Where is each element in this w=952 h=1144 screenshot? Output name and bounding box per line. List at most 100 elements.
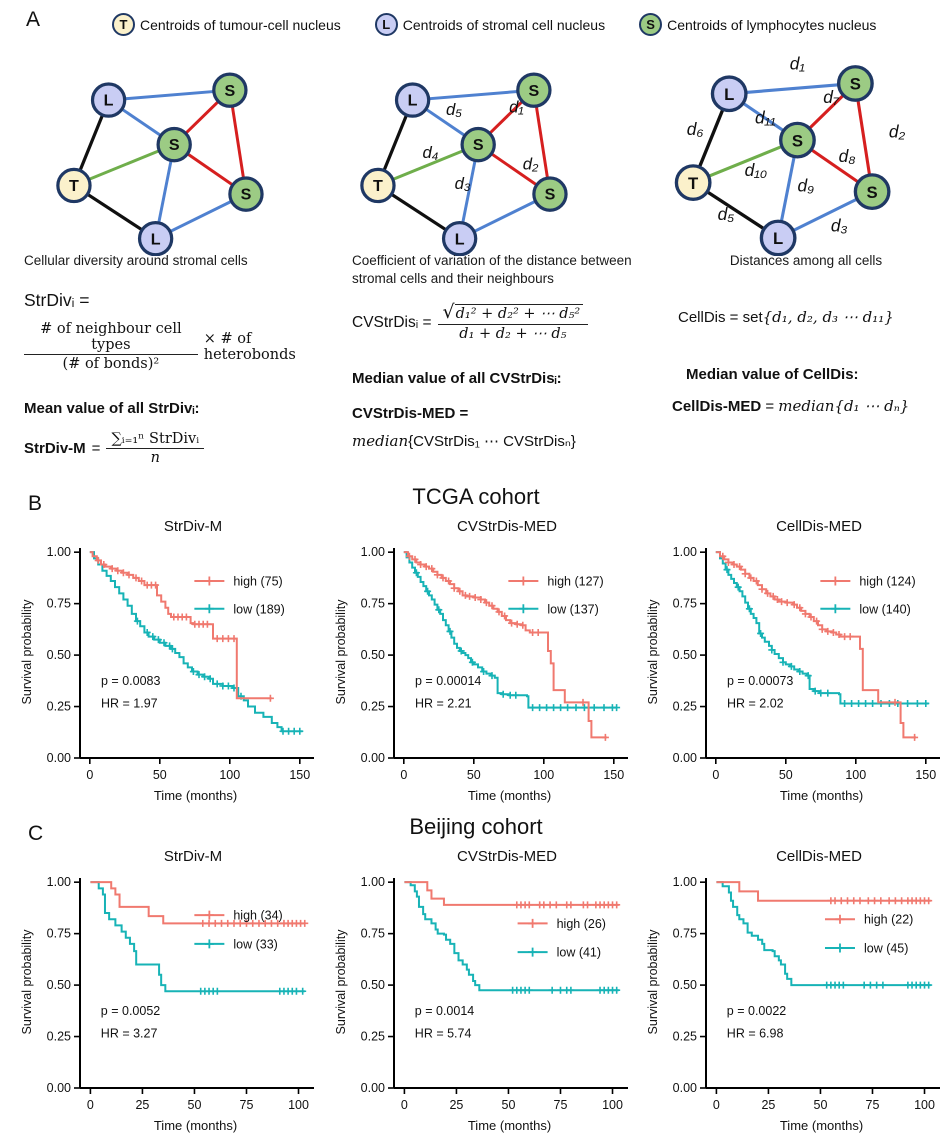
plot-title: CellDis-MED bbox=[776, 518, 862, 535]
y-tick-label: 1.00 bbox=[47, 875, 71, 889]
cvstrdis-formula: CVStrDisᵢ = √ d₁² + d₂² + ⋯ d₅² d₁ + d₂ +… bbox=[352, 303, 662, 342]
legend-series-label: high (127) bbox=[547, 574, 603, 588]
km-plot-svg: 0.00 0.25 0.50 0.75 1.00 0 25 50 75 100 Time (mont… bbox=[646, 875, 940, 1133]
survival-curve-high bbox=[404, 881, 619, 906]
distance-label: d₂ bbox=[889, 122, 906, 142]
node-S bbox=[532, 176, 568, 212]
equals-sign: = bbox=[761, 398, 779, 416]
strdiv-formula: # of neighbour cell types (# of bonds)² ×… bbox=[24, 321, 332, 372]
x-axis-title: Time (months) bbox=[154, 1118, 237, 1133]
censor-marks-high bbox=[94, 556, 274, 702]
y-tick-label: 0.00 bbox=[47, 1081, 71, 1095]
axes: 0.00 0.25 0.50 0.75 1.00 0 25 50 75 100 bbox=[361, 875, 628, 1112]
p-value-label: p = 0.0022 bbox=[727, 1004, 786, 1018]
legend-marker-cross bbox=[835, 914, 845, 924]
censor-marks-low bbox=[133, 617, 304, 735]
plot-legend: high (26) low (41) bbox=[517, 917, 606, 960]
km-plot-tcga-cvstrdis-med: CVStrDis-MED 0.00 0.25 0.50 0.75 1.00 0 50 100 1… bbox=[330, 518, 638, 808]
node-label: L bbox=[104, 92, 114, 110]
node-S bbox=[516, 72, 552, 108]
y-tick-label: 0.25 bbox=[47, 1030, 71, 1044]
strdiv-m-lhs: StrDiv-M bbox=[24, 440, 86, 458]
plot-title: StrDiv-M bbox=[163, 518, 223, 535]
x-tick-label: 50 bbox=[467, 768, 481, 782]
p-value-label: p = 0.0052 bbox=[101, 1004, 160, 1018]
legend-series-label: high (124) bbox=[859, 574, 915, 588]
plot-legend: high (124) low (140) bbox=[820, 574, 916, 616]
node-T bbox=[674, 164, 712, 202]
legend-marker-cross bbox=[830, 604, 840, 614]
censor-marks-low bbox=[509, 986, 621, 994]
y-tick-label: 0.25 bbox=[47, 700, 71, 714]
legend-marker-cross bbox=[835, 943, 845, 953]
median-set: {CVStrDis₁ ⋯ CVStrDisₙ} bbox=[408, 433, 576, 451]
km-plot-tcga-strdiv-m: StrDiv-M 0.00 0.25 0.50 0.75 1.00 0 50 100 150 Ti… bbox=[16, 518, 324, 808]
x-tick-label: 100 bbox=[288, 1098, 309, 1112]
y-axis-title: Survival probability bbox=[646, 929, 660, 1035]
edge-green bbox=[73, 143, 175, 187]
edge-green bbox=[377, 143, 479, 187]
celldis-set: {d₁, d₂, d₃ ⋯ d₁₁} bbox=[762, 308, 894, 327]
legend-marker-cross bbox=[528, 947, 538, 957]
y-tick-label: 0.25 bbox=[673, 1030, 697, 1044]
stats-annotation: p = 0.0052 HR = 3.27 bbox=[101, 1004, 160, 1041]
plot-legend: high (75) low (189) bbox=[194, 574, 285, 616]
network-diagram-2: L S S T S Ld₅ d₁ d₄ d₂ d₃ bbox=[360, 72, 568, 256]
legend-item-label: Centroids of tumour-cell nucleus bbox=[140, 16, 341, 33]
legend-series-label: low (140) bbox=[859, 602, 910, 616]
y-tick-label: 0.75 bbox=[361, 927, 385, 941]
node-S bbox=[156, 126, 192, 163]
legend-item-T: T Centroids of tumour-cell nucleus bbox=[112, 13, 341, 36]
y-tick-label: 0.75 bbox=[47, 927, 71, 941]
x-tick-label: 100 bbox=[219, 768, 240, 782]
y-axis-title: Survival probability bbox=[20, 929, 34, 1035]
celldis-median-label: Median value of CellDis: bbox=[686, 366, 859, 384]
y-tick-label: 0.50 bbox=[673, 648, 697, 662]
caption-celldis: Distances among all cells bbox=[729, 253, 883, 268]
cvstrdis-med-rhs: median{CVStrDis₁ ⋯ CVStrDisₙ} bbox=[352, 432, 662, 450]
panel-b-label: B bbox=[28, 492, 43, 515]
legend-series-label: low (137) bbox=[547, 602, 598, 616]
panel-c-label: C bbox=[28, 822, 44, 845]
axes: 0.00 0.25 0.50 0.75 1.00 0 25 50 75 100 bbox=[47, 875, 314, 1112]
legend-series-label: low (33) bbox=[233, 937, 277, 951]
y-tick-label: 0.00 bbox=[361, 1081, 385, 1095]
censor-marks-high bbox=[513, 901, 621, 909]
network-diagram-1: L S S T S L bbox=[56, 72, 264, 256]
cvstrdis-lhs: CVStrDisᵢ = bbox=[352, 314, 432, 332]
x-tick-label: 100 bbox=[602, 1098, 623, 1112]
y-tick-label: 0.75 bbox=[673, 597, 697, 611]
cvstrdis-med-lhs: CVStrDis-MED = bbox=[352, 405, 469, 423]
censor-marks-low bbox=[197, 987, 307, 995]
x-tick-label: 0 bbox=[87, 1098, 94, 1112]
cell-type-legend: T Centroids of tumour-cell nucleus L Centro… bbox=[112, 13, 876, 36]
axes: 0.00 0.25 0.50 0.75 1.00 0 25 50 75 100 bbox=[673, 875, 940, 1112]
censor-marks-low bbox=[723, 566, 930, 707]
x-tick-label: 75 bbox=[866, 1098, 880, 1112]
y-tick-label: 0.75 bbox=[361, 597, 385, 611]
panel-a-label: A bbox=[26, 8, 41, 31]
equals-sign: = bbox=[91, 440, 101, 458]
distance-label: d₆ bbox=[687, 119, 704, 139]
survival-curve-high bbox=[90, 881, 305, 925]
legend-node-icon: L bbox=[374, 13, 398, 36]
y-tick-label: 0.25 bbox=[673, 700, 697, 714]
diagram-nodes: L S S T S L bbox=[674, 65, 891, 256]
node-label: L bbox=[724, 85, 734, 104]
km-plot-tcga-celldis-med: CellDis-MED 0.00 0.25 0.50 0.75 1.00 0 50 100 15… bbox=[642, 518, 950, 808]
distance-label: d₁₁ bbox=[755, 107, 776, 127]
hazard-ratio-label: HR = 1.97 bbox=[101, 697, 158, 711]
y-tick-label: 1.00 bbox=[361, 545, 385, 559]
x-tick-label: 50 bbox=[779, 768, 793, 782]
plot-legend: high (127) low (137) bbox=[508, 574, 604, 616]
x-tick-label: 0 bbox=[712, 768, 719, 782]
distance-label: d₄ bbox=[423, 143, 439, 162]
x-tick-label: 100 bbox=[533, 768, 554, 782]
cvstrdis-fraction: √ d₁² + d₂² + ⋯ d₅² d₁ + d₂ + ⋯ d₅ bbox=[437, 303, 589, 342]
distance-label: d₇ bbox=[823, 87, 840, 107]
edge-blue bbox=[412, 88, 534, 102]
hazard-ratio-label: HR = 6.98 bbox=[727, 1027, 784, 1041]
edge-green bbox=[692, 138, 799, 185]
strdiv-m-fraction: ∑ᵢ₌₁ⁿ StrDivᵢ n bbox=[106, 431, 205, 466]
